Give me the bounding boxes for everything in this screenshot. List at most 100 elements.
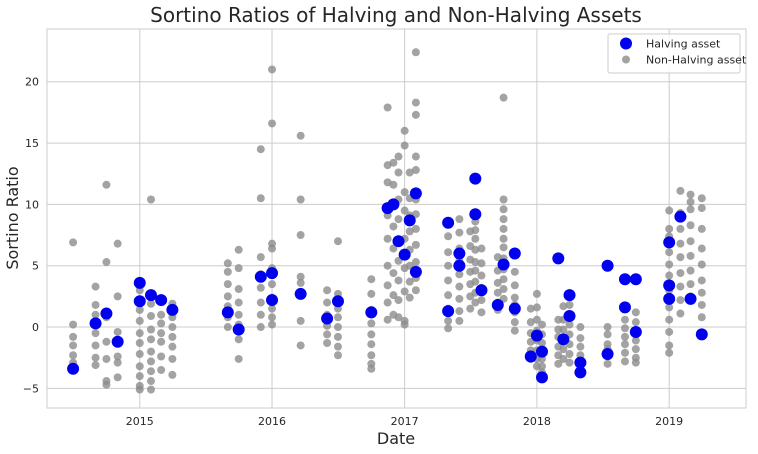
non-halving-point	[686, 205, 695, 214]
non-halving-point	[69, 332, 78, 341]
legend-label-non-halving: Non-Halving asset	[646, 54, 747, 67]
non-halving-point	[223, 292, 232, 301]
non-halving-point	[256, 283, 265, 292]
non-halving-point	[296, 341, 305, 350]
non-halving-point	[157, 352, 166, 361]
non-halving-point	[223, 323, 232, 332]
non-halving-point	[234, 354, 243, 363]
non-halving-point	[102, 354, 111, 363]
non-halving-point	[631, 308, 640, 317]
non-halving-point	[296, 231, 305, 240]
non-halving-point	[455, 228, 464, 237]
halving-point	[563, 310, 576, 323]
non-halving-point	[157, 310, 166, 319]
non-halving-point	[510, 293, 519, 302]
halving-point	[695, 328, 708, 341]
halving-point	[398, 248, 411, 261]
halving-point	[232, 323, 245, 336]
non-halving-point	[455, 215, 464, 224]
non-halving-point	[686, 251, 695, 260]
legend-label-halving: Halving asset	[646, 38, 721, 51]
non-halving-point	[411, 110, 420, 119]
non-halving-point	[665, 327, 674, 336]
halving-point	[221, 306, 234, 319]
non-halving-point	[102, 380, 111, 389]
non-halving-point	[256, 323, 265, 332]
non-halving-point	[665, 341, 674, 350]
non-halving-point	[697, 244, 706, 253]
non-halving-point	[234, 245, 243, 254]
non-halving-point	[256, 145, 265, 154]
non-halving-point	[697, 204, 706, 213]
non-halving-point	[697, 276, 706, 285]
non-halving-point	[697, 260, 706, 269]
halving-point	[133, 276, 146, 289]
halving-point	[67, 362, 80, 375]
non-halving-point	[697, 194, 706, 203]
halving-point	[629, 325, 642, 338]
y-axis-label: Sortino Ratio	[3, 166, 22, 269]
non-halving-point	[665, 206, 674, 215]
non-halving-point	[69, 320, 78, 329]
non-halving-point	[676, 269, 685, 278]
non-halving-point	[411, 286, 420, 295]
halving-point	[111, 335, 124, 348]
non-halving-point	[532, 289, 541, 298]
non-halving-point	[620, 332, 629, 341]
non-halving-point	[135, 362, 144, 371]
halving-point	[453, 247, 466, 260]
non-halving-point	[686, 197, 695, 206]
non-halving-point	[499, 195, 508, 204]
non-halving-point	[146, 347, 155, 356]
non-halving-point	[411, 240, 420, 249]
non-halving-point	[91, 361, 100, 370]
non-halving-point	[135, 372, 144, 381]
non-halving-point	[620, 315, 629, 324]
non-halving-point	[471, 277, 480, 286]
non-halving-point	[367, 351, 376, 360]
non-halving-point	[102, 258, 111, 267]
non-halving-point	[389, 244, 398, 253]
non-halving-point	[268, 320, 277, 329]
non-halving-point	[223, 267, 232, 276]
non-halving-point	[620, 348, 629, 357]
halving-point	[403, 214, 416, 227]
non-halving-point	[576, 334, 585, 343]
halving-point	[442, 305, 455, 318]
non-halving-point	[296, 278, 305, 287]
non-halving-point	[526, 304, 535, 313]
halving-point	[663, 279, 676, 292]
non-halving-point	[559, 345, 568, 354]
non-halving-point	[113, 352, 122, 361]
non-halving-point	[697, 313, 706, 322]
non-halving-point	[383, 281, 392, 290]
non-halving-point	[333, 351, 342, 360]
non-halving-point	[686, 237, 695, 246]
halving-point	[684, 292, 697, 305]
y-tick-labels: −5 0 5 10 15 20	[23, 76, 39, 396]
non-halving-point	[91, 353, 100, 362]
non-halving-point	[444, 276, 453, 285]
non-halving-point	[471, 226, 480, 235]
non-halving-point	[676, 253, 685, 262]
non-halving-point	[676, 224, 685, 233]
non-halving-point	[91, 300, 100, 309]
halving-point	[409, 265, 422, 278]
non-halving-point	[296, 195, 305, 204]
non-halving-point	[389, 180, 398, 189]
non-halving-point	[102, 337, 111, 346]
non-halving-point	[146, 325, 155, 334]
non-halving-point	[554, 359, 563, 368]
non-halving-point	[559, 354, 568, 363]
non-halving-point	[477, 259, 486, 268]
non-halving-point	[102, 180, 111, 189]
non-halving-point	[411, 224, 420, 233]
non-halving-point	[367, 275, 376, 284]
non-halving-point	[455, 282, 464, 291]
halving-point	[618, 301, 631, 314]
halving-point	[663, 292, 676, 305]
non-halving-point	[411, 48, 420, 57]
non-halving-point	[631, 358, 640, 367]
non-halving-point	[135, 385, 144, 394]
non-halving-point	[69, 238, 78, 247]
